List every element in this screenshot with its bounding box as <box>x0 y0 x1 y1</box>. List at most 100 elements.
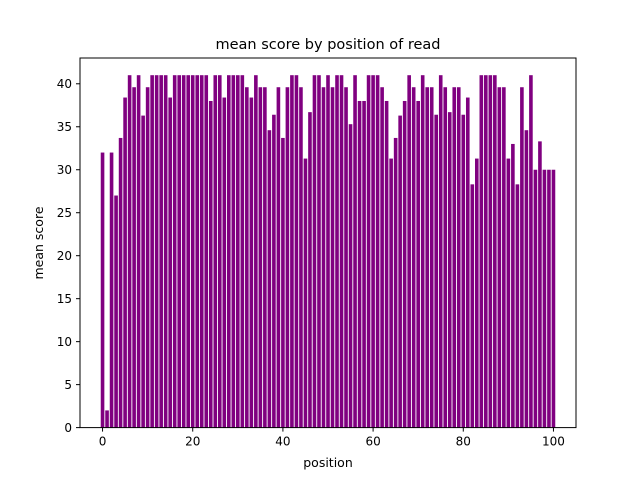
bar-76 <box>443 87 448 428</box>
x-tick-label: 20 <box>185 435 200 449</box>
bar-90 <box>506 158 511 428</box>
bar-71 <box>420 75 425 428</box>
bar-8 <box>136 75 141 428</box>
y-axis-label: mean score <box>31 206 46 279</box>
bar-49 <box>321 87 326 428</box>
bar-41 <box>285 87 290 428</box>
bar-43 <box>294 75 299 428</box>
bar-23 <box>204 75 209 428</box>
bar-56 <box>353 75 357 428</box>
bar-47 <box>312 75 317 428</box>
bar-35 <box>258 87 263 428</box>
bar-5 <box>123 97 127 428</box>
bar-3 <box>114 195 118 428</box>
bar-79 <box>456 87 461 428</box>
y-tick-label: 40 <box>57 77 72 91</box>
y-tick-label: 35 <box>57 120 72 134</box>
bar-86 <box>488 75 493 428</box>
y-tick-label: 5 <box>64 378 72 392</box>
bar-52 <box>335 75 339 428</box>
x-tick-label: 60 <box>365 435 380 449</box>
bar-30 <box>236 75 240 428</box>
bar-51 <box>330 87 335 428</box>
plot-frame <box>79 57 577 429</box>
bar-85 <box>484 75 488 428</box>
bar-38 <box>272 114 276 428</box>
y-tick-label: 20 <box>57 249 72 263</box>
bar-88 <box>497 87 502 428</box>
bars <box>100 75 556 428</box>
bar-60 <box>371 75 375 428</box>
bar-98 <box>542 169 547 428</box>
x-tick-label: 40 <box>275 435 290 449</box>
bar-93 <box>520 87 524 428</box>
bar-54 <box>344 87 348 428</box>
bar-82 <box>470 184 475 428</box>
bar-50 <box>326 75 330 428</box>
bar-45 <box>303 158 308 428</box>
bar-65 <box>393 137 398 428</box>
bar-58 <box>362 100 366 428</box>
bar-25 <box>213 75 218 428</box>
bar-15 <box>168 97 172 428</box>
bar-69 <box>411 87 416 428</box>
bar-17 <box>177 75 182 428</box>
bar-1 <box>105 410 109 428</box>
bar-28 <box>227 75 231 428</box>
bar-91 <box>511 143 515 428</box>
bar-94 <box>524 130 529 428</box>
bar-16 <box>172 75 177 428</box>
bar-72 <box>425 87 430 428</box>
bar-89 <box>502 87 506 428</box>
bar-6 <box>127 75 132 428</box>
bar-40 <box>281 137 285 428</box>
bar-48 <box>317 75 321 428</box>
bar-68 <box>407 75 411 428</box>
bar-27 <box>222 97 227 428</box>
bar-66 <box>398 115 402 428</box>
bar-61 <box>375 75 380 428</box>
y-tick-label: 30 <box>57 163 72 177</box>
bar-81 <box>465 97 470 428</box>
bar-78 <box>452 87 457 428</box>
bar-42 <box>290 75 294 428</box>
bar-99 <box>547 169 551 428</box>
bar-46 <box>308 112 312 428</box>
bar-20 <box>190 75 195 428</box>
bar-59 <box>366 75 371 428</box>
y-tick-label: 0 <box>64 421 72 435</box>
bar-2 <box>109 152 114 428</box>
bar-39 <box>276 87 281 428</box>
bar-84 <box>479 75 484 428</box>
bar-37 <box>267 130 272 428</box>
bar-21 <box>195 75 200 428</box>
bar-7 <box>132 87 136 428</box>
bar-19 <box>186 75 191 428</box>
x-axis-label: position <box>303 455 353 470</box>
bar-96 <box>533 169 538 428</box>
y-ticks: 0 5 10 15 20 25 30 35 40 <box>57 77 80 435</box>
bar-75 <box>438 75 443 428</box>
bar-13 <box>159 75 163 428</box>
bar-14 <box>163 75 168 428</box>
chart-title: mean score by position of read <box>216 37 441 53</box>
y-tick-label: 25 <box>57 206 72 220</box>
bar-64 <box>389 158 393 428</box>
bar-70 <box>416 100 420 428</box>
bar-97 <box>538 141 542 428</box>
bar-9 <box>141 115 145 428</box>
bar-22 <box>199 75 204 428</box>
bar-32 <box>245 87 249 428</box>
y-tick-label: 15 <box>57 292 72 306</box>
bar-83 <box>475 158 479 428</box>
bar-36 <box>263 87 267 428</box>
bar-80 <box>461 114 466 428</box>
bar-24 <box>208 100 213 428</box>
bar-18 <box>181 75 186 428</box>
bar-4 <box>118 137 123 428</box>
bar-34 <box>254 75 258 428</box>
bar-100 <box>551 169 556 428</box>
bar-95 <box>529 75 533 428</box>
y-tick-label: 10 <box>57 335 72 349</box>
